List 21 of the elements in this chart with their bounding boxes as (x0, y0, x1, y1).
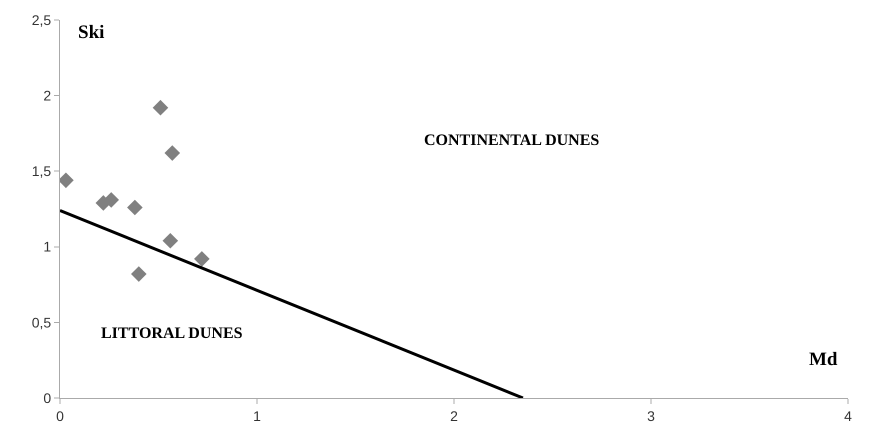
x-tick-label: 1 (253, 408, 262, 424)
point (127, 200, 143, 216)
annotation: CONTINENTAL DUNES (424, 132, 600, 149)
x-tick-label: 0 (56, 408, 64, 424)
point (162, 232, 178, 249)
y-tick-label: 0,5 (32, 314, 52, 330)
y-tick-label: 1,5 (32, 163, 52, 180)
point (164, 145, 180, 161)
x-tick-label: 2 (450, 408, 458, 424)
x-tick-label: 3 (647, 408, 656, 424)
point (131, 266, 147, 282)
y-tick-label: 2,5 (32, 12, 52, 28)
y-tick-label: 2 (43, 88, 52, 104)
point (152, 100, 168, 116)
point (194, 251, 210, 267)
y-tick-label: 0 (43, 390, 52, 406)
x-tick-label: 4 (844, 408, 852, 424)
y-axis-title: Ski (78, 22, 104, 43)
annotation: LITTORAL DUNES (101, 325, 243, 342)
x-axis-title: Md (809, 349, 838, 370)
y-tick-label: 1 (43, 238, 52, 255)
